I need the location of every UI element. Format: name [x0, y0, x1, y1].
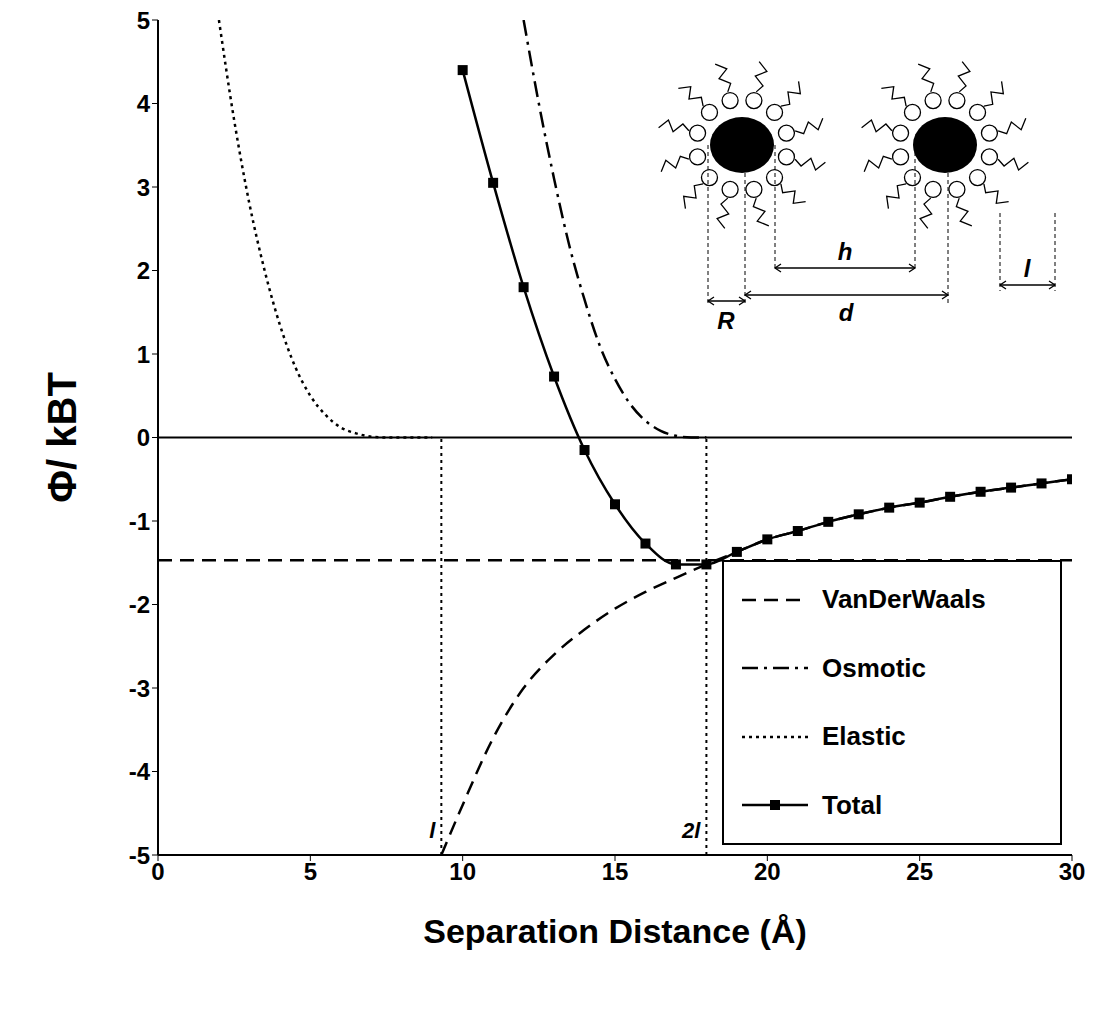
svg-text:h: h	[838, 238, 853, 265]
svg-text:Φ/ kBT: Φ/ kBT	[40, 372, 84, 503]
svg-text:d: d	[839, 299, 855, 326]
svg-text:20: 20	[754, 858, 781, 885]
svg-text:5: 5	[137, 8, 150, 34]
svg-text:0: 0	[151, 858, 164, 885]
svg-text:Separation Distance (Å): Separation Distance (Å)	[423, 912, 807, 950]
svg-text:3: 3	[137, 174, 150, 201]
svg-text:l: l	[429, 818, 436, 843]
svg-text:l: l	[1024, 255, 1032, 282]
html-text:Total: Total	[822, 790, 883, 820]
html-text:Elastic: Elastic	[822, 721, 906, 752]
svg-text:2l: 2l	[681, 818, 701, 843]
svg-text:1: 1	[137, 341, 150, 368]
svg-text:-2: -2	[129, 591, 150, 618]
svg-text:30: 30	[1059, 858, 1086, 885]
svg-text:15: 15	[602, 858, 629, 885]
svg-text:0: 0	[137, 424, 150, 451]
svg-text:-4: -4	[129, 758, 151, 785]
svg-text:-3: -3	[129, 675, 150, 702]
html-text:VanDerWaals: VanDerWaals	[822, 584, 986, 614]
html-text:Osmotic: Osmotic	[822, 652, 926, 683]
svg-text:5: 5	[304, 858, 317, 885]
svg-text:-5: -5	[129, 842, 150, 869]
svg-text:25: 25	[906, 858, 933, 885]
svg-text:4: 4	[137, 90, 151, 117]
svg-text:2: 2	[137, 257, 150, 284]
svg-text:10: 10	[449, 858, 476, 885]
svg-text:R: R	[717, 307, 735, 334]
svg-text:-1: -1	[129, 508, 150, 535]
